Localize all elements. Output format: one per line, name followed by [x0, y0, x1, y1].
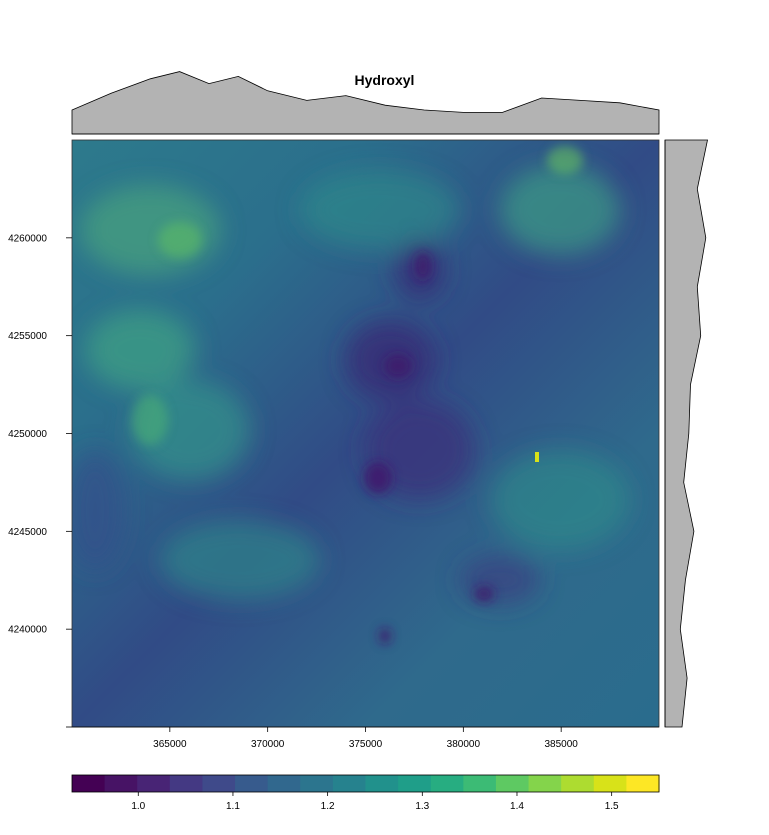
colorbar-swatch [365, 775, 399, 792]
x-tick-label: 380000 [447, 739, 481, 750]
raster-detail [132, 146, 583, 644]
raster-patch [460, 555, 540, 605]
colorbar-swatch [463, 775, 497, 792]
raster-patch [160, 520, 320, 600]
colorbar-swatch [235, 775, 269, 792]
raster-patch [474, 586, 494, 602]
colorbar-tick-label: 1.4 [510, 801, 524, 812]
raster-patch [547, 146, 583, 174]
raster-patch [490, 450, 630, 550]
colorbar-swatch [430, 775, 464, 792]
colorbar-tick-label: 1.3 [415, 801, 429, 812]
y-tick-label: 4245000 [8, 527, 47, 538]
y-tick-label: 4240000 [8, 625, 47, 636]
colorbar-swatch [495, 775, 530, 792]
colorbar-swatch [561, 775, 595, 792]
colorbar-swatch [300, 775, 334, 792]
y-tick-label: 4250000 [8, 429, 47, 440]
right-marginal-profile [664, 139, 708, 728]
colorbar-tick-label: 1.2 [321, 801, 335, 812]
raster-patch [80, 185, 220, 275]
colorbar-tick-label: 1.5 [605, 801, 619, 812]
raster-patch [132, 395, 168, 445]
colorbar-frame [71, 774, 660, 793]
raster-patch [85, 310, 195, 390]
x-tick-label: 375000 [349, 739, 383, 750]
raster-patch [365, 400, 475, 500]
colorbar-swatch [267, 775, 301, 792]
y-tick-label: 4260000 [8, 233, 47, 244]
hotspot [535, 452, 539, 462]
top-marginal-profile [71, 71, 660, 135]
colorbar-swatch [332, 775, 367, 792]
raster-texture [72, 165, 630, 605]
raster-patch [72, 450, 125, 570]
colorbar-swatch [626, 775, 660, 792]
colorbar-swatch [398, 775, 432, 792]
raster-patch [500, 165, 620, 255]
y-axis: 4240000 4245000 4250000 4255000 4260000 [8, 233, 72, 728]
x-tick-label: 385000 [544, 739, 578, 750]
colorbar-legend: 1.0 1.1 1.2 1.3 1.4 1.5 [71, 774, 660, 812]
raster-patch [384, 354, 412, 378]
x-tick-label: 370000 [251, 739, 285, 750]
colorbar-swatch [104, 775, 138, 792]
colorbar-swatch [72, 775, 106, 792]
raster-patch [158, 222, 202, 258]
colorbar-tick-label: 1.0 [131, 801, 145, 812]
raster-patch [415, 252, 431, 280]
x-tick-label: 365000 [153, 739, 187, 750]
y-tick-label: 4255000 [8, 331, 47, 342]
colorbar-swatch [137, 775, 171, 792]
colorbar-swatch [593, 775, 627, 792]
raster-panel [72, 140, 659, 727]
x-axis: 365000 370000 375000 380000 385000 [72, 726, 659, 750]
colorbar-swatch [528, 775, 562, 792]
raster-patch [300, 170, 460, 250]
raster-patch [379, 628, 391, 644]
colorbar-tick-label: 1.1 [226, 801, 240, 812]
raster-patch [364, 462, 392, 494]
chart-title: Hydroxyl [354, 72, 415, 88]
colorbar-swatch [202, 775, 236, 792]
colorbar-swatch [169, 775, 204, 792]
